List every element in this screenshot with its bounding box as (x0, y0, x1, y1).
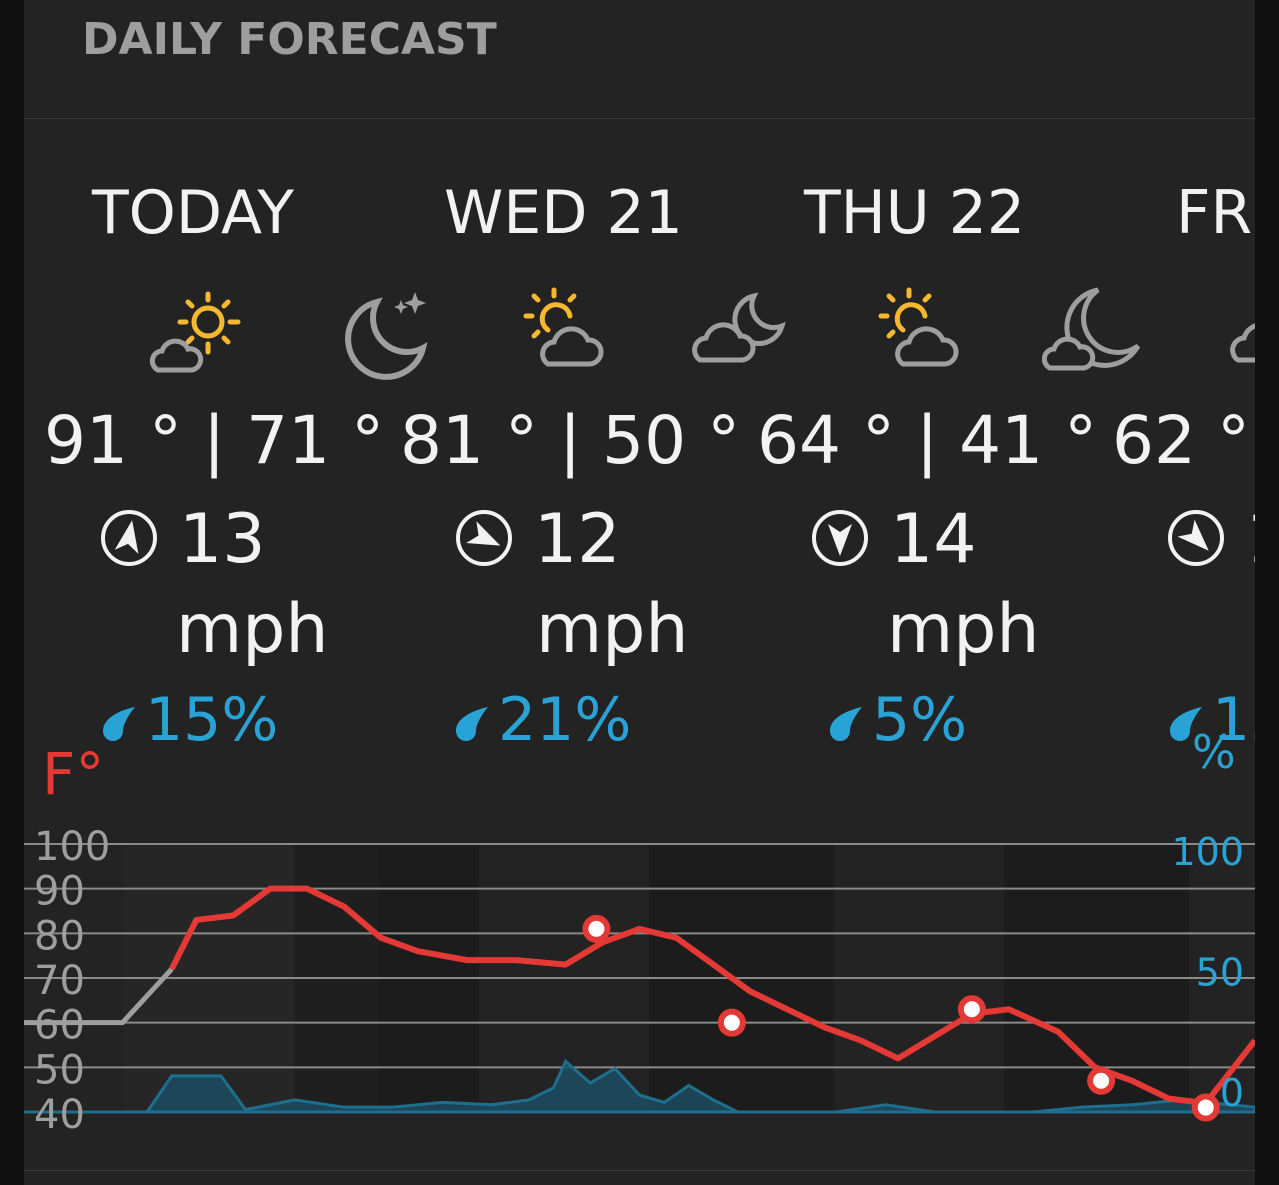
day-label: FR (1176, 178, 1253, 248)
precip-area (24, 1058, 1255, 1114)
wind-direction-icon (101, 510, 157, 566)
chart-grid (24, 843, 1255, 1113)
temperature-high-low: 91 ° | 71 ° (44, 402, 385, 479)
daily-forecast-card: DAILY FORECAST TODAY 91 ° | 71 ° (24, 0, 1255, 1185)
wind-direction-icon (456, 510, 512, 566)
day-label: TODAY (92, 178, 295, 248)
sun-partly-cloudy-icon (878, 287, 959, 367)
y-tick-label: 80 (34, 913, 85, 959)
wind-speed: 13 (179, 500, 266, 579)
y-tick-label: 100 (34, 824, 110, 870)
divider (24, 1170, 1255, 1171)
chart-markers (582, 914, 1220, 1122)
y-tick-label: 40 (34, 1092, 85, 1138)
wind-speed: 12 (534, 500, 621, 579)
y2-tick-label: 0 (1220, 1071, 1244, 1115)
wind-direction-icon (1168, 510, 1224, 566)
sun-partly-cloudy-icon (523, 287, 604, 367)
raindrop-icon (456, 707, 488, 741)
temperature-line (169, 885, 1255, 1107)
precip-chance: 15% (145, 685, 279, 755)
temperature-marker (1087, 1066, 1116, 1095)
temperature-line-past (24, 967, 174, 1026)
wind-direction-icon (812, 510, 868, 566)
moon-cloudy-icon (692, 292, 786, 363)
chart-precip-unit: % (1192, 725, 1236, 779)
day-column-fri[interactable]: FR 62 ° 1 m 15 (1100, 0, 1255, 760)
y2-tick-label: 100 (1171, 830, 1244, 874)
chart-temperature-series (24, 885, 1255, 1107)
section-title: DAILY FORECAST (82, 14, 497, 65)
temperature-high-low: 62 ° (1112, 402, 1250, 479)
precip-chance: 21% (498, 685, 632, 755)
y-tick-label: 60 (34, 1003, 85, 1049)
moon-stars-icon (345, 292, 428, 380)
wind-speed: 14 (890, 500, 977, 579)
day-label: THU 22 (804, 178, 1026, 248)
day-column-wed[interactable]: WED 21 81 ° | 50 ° 12 mph (384, 0, 786, 760)
day-column-today[interactable]: TODAY 91 ° | 71 ° 13 mph (24, 0, 428, 760)
y-tick-label: 50 (34, 1047, 85, 1093)
wind-speed: 1 (1246, 500, 1255, 579)
wind-unit: mph (887, 590, 1040, 669)
temperature-high-low: 81 ° | 50 ° (400, 402, 741, 479)
chart-temperature-unit: F° (42, 740, 105, 808)
raindrop-icon (1170, 707, 1202, 741)
precip-chance: 5% (872, 685, 968, 755)
temperature-high-low: 64 ° | 41 ° (757, 402, 1098, 479)
y-tick-label: 70 (34, 958, 85, 1004)
raindrop-icon (830, 707, 862, 741)
moon-cloudy-icon (1042, 287, 1141, 371)
precip-chance: 15 (1212, 685, 1255, 755)
header: DAILY FORECAST (24, 0, 1255, 119)
day-column-thu[interactable]: THU 22 64 ° | 41 ° 14 mph (742, 0, 1141, 760)
temperature-marker (957, 995, 986, 1024)
cloudy-icon (1230, 323, 1255, 363)
sun-partly-cloudy-icon (149, 291, 241, 373)
y-tick-label: 90 (34, 869, 85, 915)
wind-unit: mph (536, 590, 689, 669)
y2-tick-label: 50 (1196, 950, 1244, 994)
chart-y2-ticks: 100 50 0 (1171, 830, 1244, 1115)
wind-unit: mph (176, 590, 329, 669)
temperature-marker (1191, 1093, 1220, 1122)
chart-precip-series (24, 1058, 1255, 1114)
raindrop-icon (103, 707, 135, 741)
temperature-marker (582, 914, 611, 943)
day-label: WED 21 (444, 178, 683, 248)
temperature-marker (717, 1008, 746, 1037)
